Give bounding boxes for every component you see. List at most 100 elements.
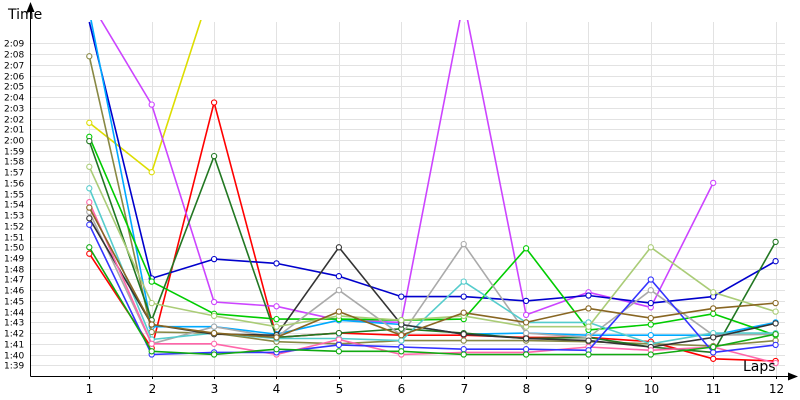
x-tick-label: 10	[644, 382, 659, 396]
data-point	[710, 334, 717, 341]
data-point	[460, 293, 467, 300]
y-tick-label: 2:06	[4, 73, 24, 83]
data-point	[460, 309, 467, 316]
x-tick-label: 5	[336, 382, 344, 396]
data-point	[335, 336, 343, 343]
data-point	[772, 258, 779, 265]
data-point	[772, 331, 779, 338]
data-point	[398, 317, 405, 324]
data-point	[86, 244, 93, 251]
data-point	[148, 169, 155, 176]
y-tick-label: 1:58	[4, 158, 24, 168]
data-point	[710, 355, 717, 362]
data-point	[585, 292, 592, 299]
y-tick-label: 2:07	[4, 62, 24, 72]
data-point	[86, 215, 93, 222]
y-tick-label: 2:02	[4, 116, 24, 126]
y-tick-label: 1:52	[4, 223, 24, 233]
data-point	[460, 337, 467, 344]
data-point	[273, 315, 280, 323]
series-layer	[86, 20, 779, 367]
data-point	[710, 310, 717, 317]
series-2	[86, 20, 202, 176]
data-point	[210, 329, 218, 337]
series-line	[88, 21, 776, 304]
series-16	[86, 204, 779, 341]
y-tick-label: 1:44	[4, 309, 24, 319]
data-point	[585, 305, 592, 312]
y-tick-label: 1:53	[4, 212, 24, 222]
data-point	[148, 278, 155, 285]
data-point	[86, 119, 93, 126]
data-point	[585, 323, 592, 330]
y-tick-label: 2:08	[4, 51, 24, 61]
data-point	[148, 348, 155, 355]
y-tick-label: 1:40	[4, 352, 24, 362]
series-line	[88, 187, 776, 345]
y-tick-label: 2:00	[4, 137, 24, 147]
data-point	[647, 332, 654, 339]
y-tick-label: 1:46	[4, 287, 24, 297]
x-axis-title: Laps	[743, 359, 776, 375]
data-point	[210, 340, 218, 347]
data-point	[86, 199, 93, 206]
y-tick-label: 1:56	[4, 180, 24, 190]
y-tick-label: 2:04	[4, 94, 24, 104]
data-point	[647, 276, 654, 283]
y-tick-label: 1:49	[4, 255, 24, 265]
series-line	[88, 217, 776, 348]
x-tick-label: 2	[149, 382, 157, 396]
y-tick-label: 1:45	[4, 298, 24, 308]
data-point	[460, 278, 467, 285]
series-line	[88, 207, 776, 339]
data-point	[210, 99, 218, 106]
data-point	[148, 340, 155, 347]
y-tick-label: 2:03	[4, 105, 24, 115]
data-point	[772, 238, 779, 246]
series-line	[88, 211, 776, 345]
data-point	[210, 298, 218, 306]
data-point	[522, 329, 530, 337]
y-tick-label: 1:55	[4, 191, 24, 201]
data-point	[86, 250, 93, 257]
x-tick-label: 8	[523, 382, 531, 396]
data-point	[522, 319, 530, 326]
data-point	[522, 346, 530, 353]
y-tick-label: 1:59	[4, 148, 24, 158]
series-line	[90, 20, 776, 337]
series-3	[100, 20, 717, 326]
data-point	[772, 299, 779, 307]
data-point	[86, 137, 93, 145]
data-point	[210, 351, 218, 358]
series-9	[86, 208, 779, 347]
series-line	[88, 140, 777, 354]
data-point	[335, 308, 343, 315]
data-point	[772, 320, 779, 327]
data-point	[86, 163, 93, 170]
data-point	[647, 244, 654, 251]
data-point	[273, 346, 280, 353]
x-tick-label: 9	[585, 382, 593, 396]
y-tick-label: 1:57	[4, 169, 24, 179]
data-point	[335, 348, 343, 355]
data-point	[210, 323, 218, 330]
data-point	[585, 337, 592, 344]
data-point	[86, 185, 93, 192]
data-point	[86, 204, 93, 211]
data-point	[585, 351, 592, 358]
data-point	[398, 293, 405, 300]
series-15	[86, 244, 779, 358]
data-point	[710, 179, 717, 187]
data-point	[335, 273, 343, 280]
y-tick-label: 1:54	[4, 201, 24, 211]
data-point	[710, 289, 717, 296]
y-tick-label: 2:05	[4, 83, 24, 93]
data-point	[647, 351, 654, 358]
y-tick-label: 2:01	[4, 126, 24, 136]
data-point	[335, 244, 343, 251]
data-point	[460, 351, 467, 358]
data-point	[522, 311, 530, 319]
data-point	[647, 321, 654, 328]
